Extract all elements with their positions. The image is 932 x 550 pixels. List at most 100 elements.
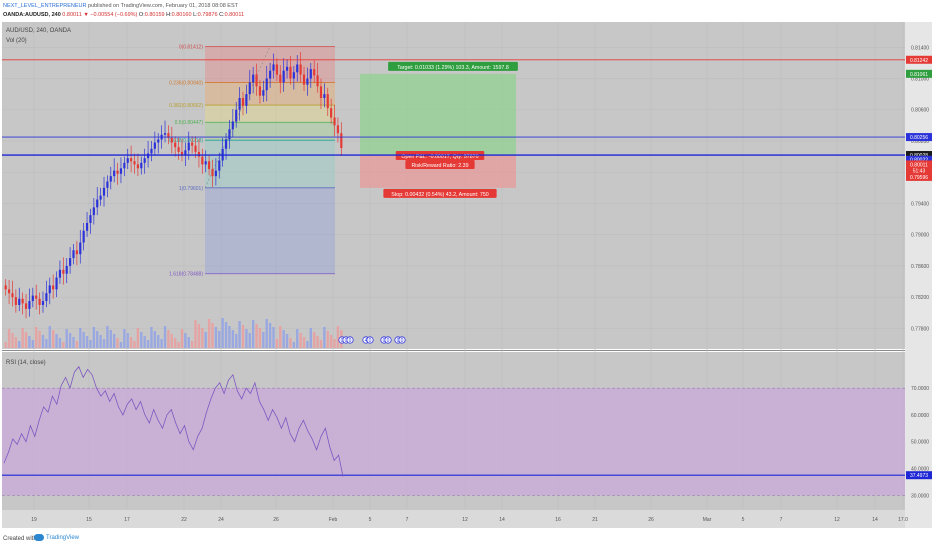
candle-body-68 bbox=[235, 109, 238, 122]
ohlc-high-label: H: bbox=[166, 12, 172, 18]
rsi-line bbox=[3, 365, 344, 477]
volume-bar-18 bbox=[65, 329, 68, 348]
volume-bar-22 bbox=[79, 328, 82, 348]
time-tick-5: 26 bbox=[273, 517, 279, 523]
candle-body-34 bbox=[119, 168, 123, 174]
candle-body-81 bbox=[279, 74, 282, 83]
chart-header: NEXT_LEVEL_ENTREPRENEUR published on Tra… bbox=[0, 0, 932, 22]
volume-bar-93 bbox=[319, 340, 323, 348]
candle-body-9 bbox=[35, 295, 38, 299]
candle-body-27 bbox=[96, 199, 99, 208]
candle-body-33 bbox=[116, 170, 119, 174]
volume-bar-88 bbox=[302, 337, 306, 348]
event-icon-label-0: 0 bbox=[341, 338, 344, 344]
event-icon-8[interactable] bbox=[398, 336, 406, 344]
candle-body-71 bbox=[245, 94, 248, 106]
rsi-level-label: 37.4973 bbox=[910, 473, 928, 479]
candle-body-53 bbox=[184, 150, 187, 156]
candle-body-47 bbox=[163, 133, 167, 135]
event-icon-4[interactable] bbox=[366, 336, 374, 344]
volume-bar-69 bbox=[238, 321, 241, 348]
candle-body-63 bbox=[218, 160, 221, 171]
volume-bar-77 bbox=[265, 319, 268, 348]
volume-bar-49 bbox=[170, 334, 173, 348]
brand-name: TradingView bbox=[46, 534, 80, 541]
volume-bar-34 bbox=[119, 342, 123, 348]
candle-body-44 bbox=[153, 142, 156, 149]
volume-bar-7 bbox=[28, 336, 31, 348]
position-stop-label: Stop: 0.00432 (0.54%) 43.2, Amount: 750 bbox=[391, 192, 489, 198]
volume-bar-12 bbox=[45, 339, 48, 348]
rsi-tick-3: 40.0000 bbox=[911, 467, 929, 473]
candle-body-16 bbox=[58, 269, 62, 278]
price-label-0: 0.81242 bbox=[910, 58, 928, 64]
time-tick-8: 7 bbox=[406, 517, 409, 523]
volume-bar-75 bbox=[258, 328, 262, 348]
time-tick-18: 14 bbox=[872, 517, 878, 523]
candle-body-55 bbox=[191, 142, 194, 146]
candle-body-60 bbox=[208, 161, 211, 170]
time-tick-7: 5 bbox=[369, 517, 372, 523]
volume-bars bbox=[4, 318, 343, 348]
candle-body-54 bbox=[187, 142, 190, 151]
price-chart[interactable]: 0(0.81412) 0.236(0.80940) 0.382(0.80662) 0.… bbox=[0, 22, 932, 530]
volume-bar-43 bbox=[150, 327, 153, 348]
fibonacci-retracement[interactable]: 0(0.81412) 0.236(0.80940) 0.382(0.80662) 0.… bbox=[169, 44, 335, 278]
time-axis-labels: 19 15 17 22 24 26 Feb 5 7 12 14 16 21 26 Mar 5 7 12 14 17.0 bbox=[31, 517, 908, 523]
volume-title: Vol (20) bbox=[6, 38, 27, 44]
event-icon-label-2: 0 bbox=[349, 338, 352, 344]
volume-bar-11 bbox=[41, 335, 45, 348]
volume-bar-98 bbox=[336, 326, 340, 348]
time-tick-19: 17.0 bbox=[898, 517, 908, 523]
long-position-tool[interactable]: Target: 0.01033 (1.29%) 103.3, Amount: 1… bbox=[360, 61, 518, 198]
volume-bar-39 bbox=[136, 328, 140, 348]
volume-bar-96 bbox=[329, 335, 333, 348]
event-icon-6[interactable] bbox=[384, 336, 392, 344]
candle-body-37 bbox=[130, 158, 133, 162]
candle-body-91 bbox=[313, 69, 316, 76]
candle-body-18 bbox=[65, 265, 68, 274]
candle-body-30 bbox=[106, 181, 109, 188]
rsi-tick-0: 70.0000 bbox=[911, 386, 929, 392]
volume-bar-63 bbox=[218, 331, 221, 348]
candle-body-93 bbox=[319, 86, 323, 99]
volume-bar-45 bbox=[157, 335, 160, 348]
time-tick-2: 17 bbox=[124, 517, 130, 523]
fib-level-label-3: 0.5(0.80447) bbox=[175, 120, 204, 126]
price-label-7: 0.79596 bbox=[910, 175, 928, 181]
candle-body-66 bbox=[228, 129, 231, 140]
price-axis-labels: 0.814000.810000.806000.802000.798000.794… bbox=[906, 45, 932, 499]
candle-body-42 bbox=[146, 153, 150, 159]
candle-body-58 bbox=[201, 156, 204, 165]
candle-body-85 bbox=[292, 72, 295, 79]
price-axis bbox=[905, 22, 932, 528]
event-icon-label-8: 0 bbox=[401, 338, 404, 344]
tradingview-brand[interactable]: TradingView bbox=[34, 534, 79, 541]
candle-body-65 bbox=[224, 139, 228, 149]
volume-bar-54 bbox=[187, 337, 190, 348]
position-target-label-box bbox=[388, 61, 518, 71]
volume-bar-8 bbox=[31, 340, 35, 348]
volume-bar-1 bbox=[7, 329, 11, 348]
rsi-band bbox=[2, 387, 905, 496]
publisher-link[interactable]: NEXT_LEVEL_ENTREPRENEUR bbox=[3, 3, 87, 9]
candle-body-59 bbox=[204, 161, 207, 165]
position-ratio-label-box bbox=[405, 160, 475, 170]
ohlc-close-label: C: bbox=[219, 12, 225, 18]
volume-bar-13 bbox=[48, 326, 51, 348]
volume-bar-68 bbox=[235, 334, 238, 348]
event-icon-2[interactable] bbox=[346, 336, 354, 344]
candle-body-19 bbox=[69, 258, 72, 266]
volume-bar-6 bbox=[24, 332, 28, 348]
volume-bar-52 bbox=[180, 329, 184, 348]
candle-body-86 bbox=[296, 64, 299, 73]
volume-bar-51 bbox=[177, 342, 180, 348]
volume-bar-19 bbox=[68, 333, 72, 348]
volume-bar-26 bbox=[92, 327, 96, 348]
position-target-zone[interactable] bbox=[360, 73, 516, 156]
horizontal-lines[interactable] bbox=[2, 59, 905, 476]
volume-bar-90 bbox=[309, 328, 312, 348]
price-label-box-4 bbox=[906, 155, 932, 164]
candle-body-84 bbox=[289, 66, 292, 79]
